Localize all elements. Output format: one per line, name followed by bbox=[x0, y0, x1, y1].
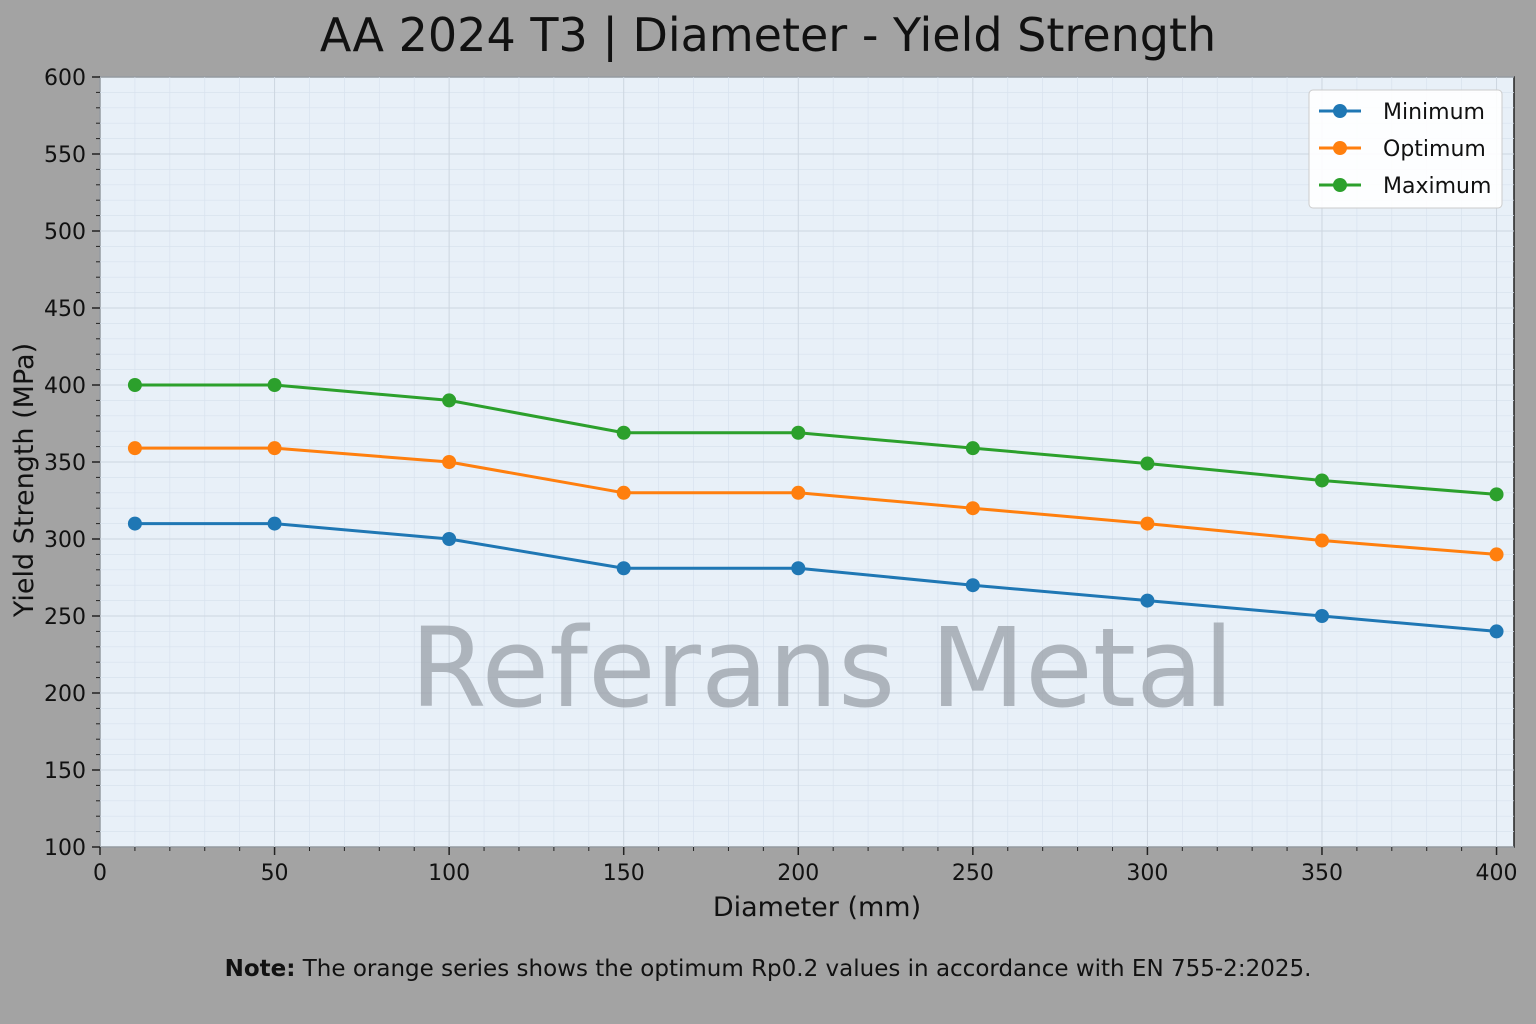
data-point-maximum bbox=[1140, 456, 1155, 471]
x-tick-label: 0 bbox=[93, 861, 107, 886]
data-point-optimum bbox=[1489, 547, 1504, 562]
legend-marker-minimum bbox=[1333, 104, 1347, 118]
data-point-maximum bbox=[965, 441, 980, 456]
y-tick-label: 200 bbox=[44, 682, 86, 707]
data-point-maximum bbox=[267, 378, 282, 392]
legend-marker-optimum bbox=[1333, 141, 1347, 155]
x-axis-title: Diameter (mm) bbox=[713, 892, 921, 923]
data-point-minimum bbox=[1314, 609, 1329, 623]
chart-note: Note: The orange series shows the optimu… bbox=[0, 956, 1536, 982]
y-tick-label: 600 bbox=[44, 66, 86, 91]
legend-label-optimum: Optimum bbox=[1383, 137, 1486, 162]
watermark-text: Referans Metal bbox=[410, 604, 1234, 732]
data-point-minimum bbox=[267, 516, 282, 531]
legend-label-minimum: Minimum bbox=[1383, 100, 1485, 125]
y-tick-label: 250 bbox=[44, 605, 86, 630]
data-point-minimum bbox=[1140, 593, 1155, 608]
data-point-optimum bbox=[1140, 516, 1155, 531]
note-text: The orange series shows the optimum Rp0.… bbox=[302, 956, 1312, 982]
grid-lines bbox=[99, 76, 1514, 848]
data-point-minimum bbox=[965, 578, 980, 593]
y-tick-label: 550 bbox=[44, 143, 86, 168]
x-tick-label: 200 bbox=[777, 861, 819, 886]
data-point-optimum bbox=[965, 501, 980, 516]
y-tick-label: 100 bbox=[44, 836, 86, 861]
data-point-minimum bbox=[442, 532, 457, 546]
series-layer bbox=[127, 378, 1504, 639]
data-point-minimum bbox=[127, 516, 142, 531]
data-point-minimum bbox=[616, 561, 631, 576]
x-tick-label: 50 bbox=[261, 861, 289, 886]
data-point-maximum bbox=[127, 378, 142, 392]
x-tick-label: 100 bbox=[428, 861, 470, 886]
data-point-maximum bbox=[1314, 473, 1329, 488]
data-point-maximum bbox=[616, 425, 631, 440]
y-tick-label: 500 bbox=[44, 220, 86, 245]
legend-marker-maximum bbox=[1333, 178, 1347, 192]
y-tick-label: 300 bbox=[44, 528, 86, 553]
legend-label-maximum: Maximum bbox=[1383, 174, 1491, 199]
data-point-optimum bbox=[442, 455, 457, 469]
chart-title: AA 2024 T3 | Diameter - Yield Strength bbox=[319, 8, 1217, 62]
x-tick-label: 150 bbox=[603, 861, 645, 886]
data-point-maximum bbox=[791, 425, 806, 440]
y-tick-label: 450 bbox=[44, 297, 86, 322]
x-tick-label: 250 bbox=[952, 861, 994, 886]
y-tick-label: 150 bbox=[44, 759, 86, 784]
data-point-optimum bbox=[616, 485, 631, 500]
data-point-optimum bbox=[267, 441, 282, 456]
note-label: Note: bbox=[224, 956, 296, 982]
legend: Minimum Optimum Maximum bbox=[1308, 89, 1503, 209]
y-tick-label: 350 bbox=[44, 451, 86, 476]
legend-box bbox=[1308, 89, 1503, 209]
data-point-maximum bbox=[442, 393, 457, 408]
x-tick-label: 350 bbox=[1301, 861, 1343, 886]
y-tick-label: 400 bbox=[44, 374, 86, 399]
data-point-minimum bbox=[791, 561, 806, 576]
data-point-minimum bbox=[1489, 624, 1504, 639]
data-point-optimum bbox=[127, 441, 142, 456]
x-tick-label: 300 bbox=[1126, 861, 1168, 886]
data-point-optimum bbox=[1314, 533, 1329, 548]
data-point-maximum bbox=[1489, 487, 1504, 502]
x-tick-label: 400 bbox=[1476, 861, 1518, 886]
data-point-optimum bbox=[791, 485, 806, 500]
y-axis-title: Yield Strength (MPa) bbox=[9, 343, 40, 618]
axes: 0 50 100 150 200 250 300 350 400 100 150 200 250 300 3… bbox=[44, 66, 1518, 886]
